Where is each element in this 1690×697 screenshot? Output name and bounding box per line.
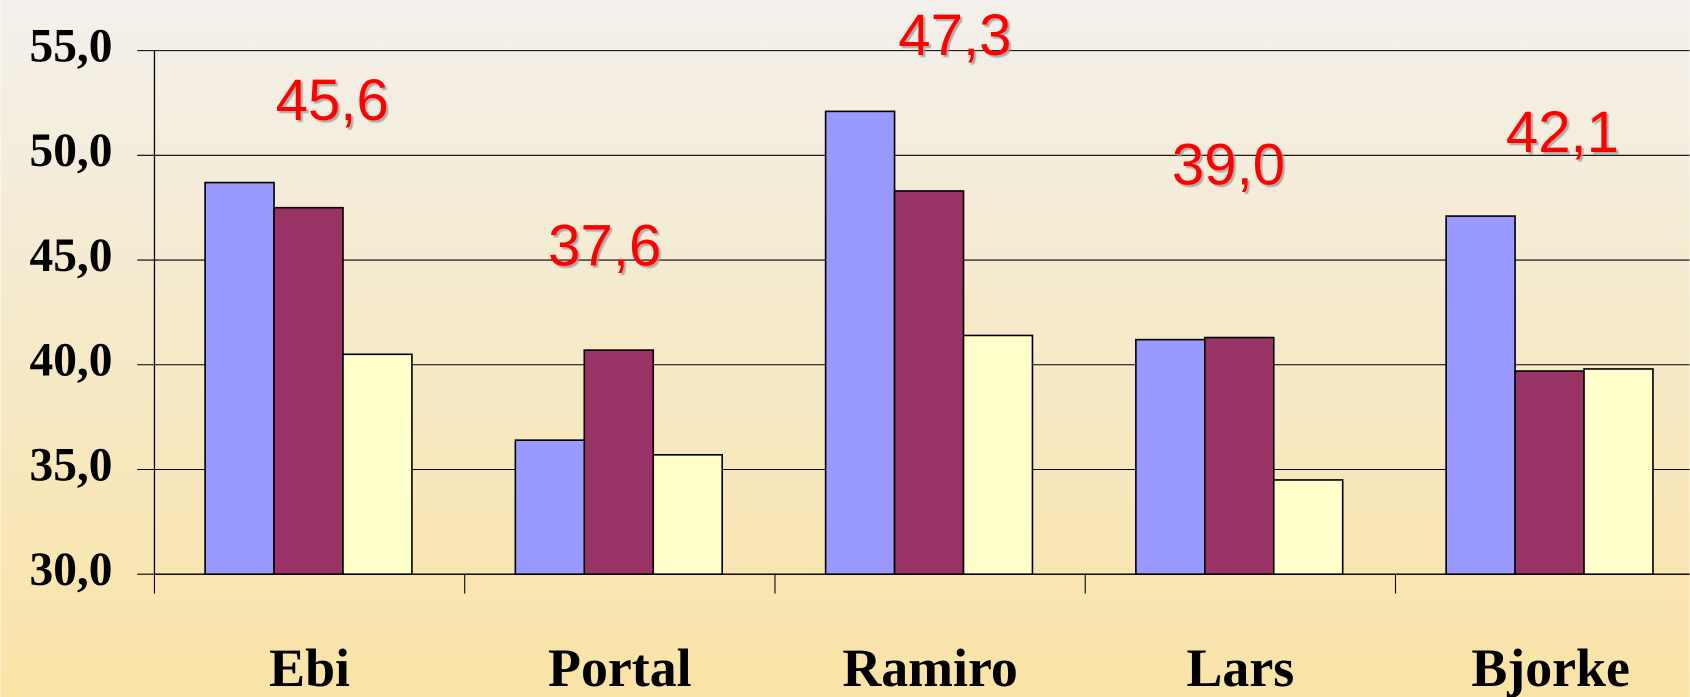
bar — [204, 181, 275, 575]
bar — [962, 334, 1034, 575]
bar — [893, 190, 965, 575]
bar — [1445, 215, 1516, 575]
y-tick-label: 30,0 — [30, 544, 113, 596]
x-tick-label: Portal — [548, 638, 692, 697]
y-tick-label: 50,0 — [30, 125, 113, 177]
y-tick-label: 35,0 — [30, 439, 113, 491]
annotation: 45,6 — [276, 68, 389, 133]
annotation: 47,3 — [898, 3, 1011, 68]
bar — [583, 349, 655, 575]
x-tick-label: Ramiro — [842, 638, 1018, 697]
x-tick-label: Bjorke — [1471, 638, 1630, 697]
annotation: 37,6 — [548, 213, 661, 278]
y-tick-label: 55,0 — [30, 21, 113, 73]
bar — [1204, 336, 1275, 575]
bar — [1272, 479, 1344, 575]
bar — [273, 206, 344, 575]
x-tick-label: Ebi — [269, 638, 350, 697]
bar — [652, 454, 723, 575]
y-tick-label: 45,0 — [30, 230, 113, 282]
bar — [1135, 338, 1206, 575]
annotation: 39,0 — [1172, 132, 1285, 197]
bar — [1583, 368, 1654, 575]
bar — [342, 353, 413, 575]
bar — [824, 110, 896, 575]
y-tick-label: 40,0 — [30, 335, 113, 387]
annotation: 42,1 — [1506, 100, 1619, 165]
bar — [1514, 370, 1585, 575]
bar — [514, 439, 586, 575]
x-tick-label: Lars — [1186, 638, 1294, 697]
